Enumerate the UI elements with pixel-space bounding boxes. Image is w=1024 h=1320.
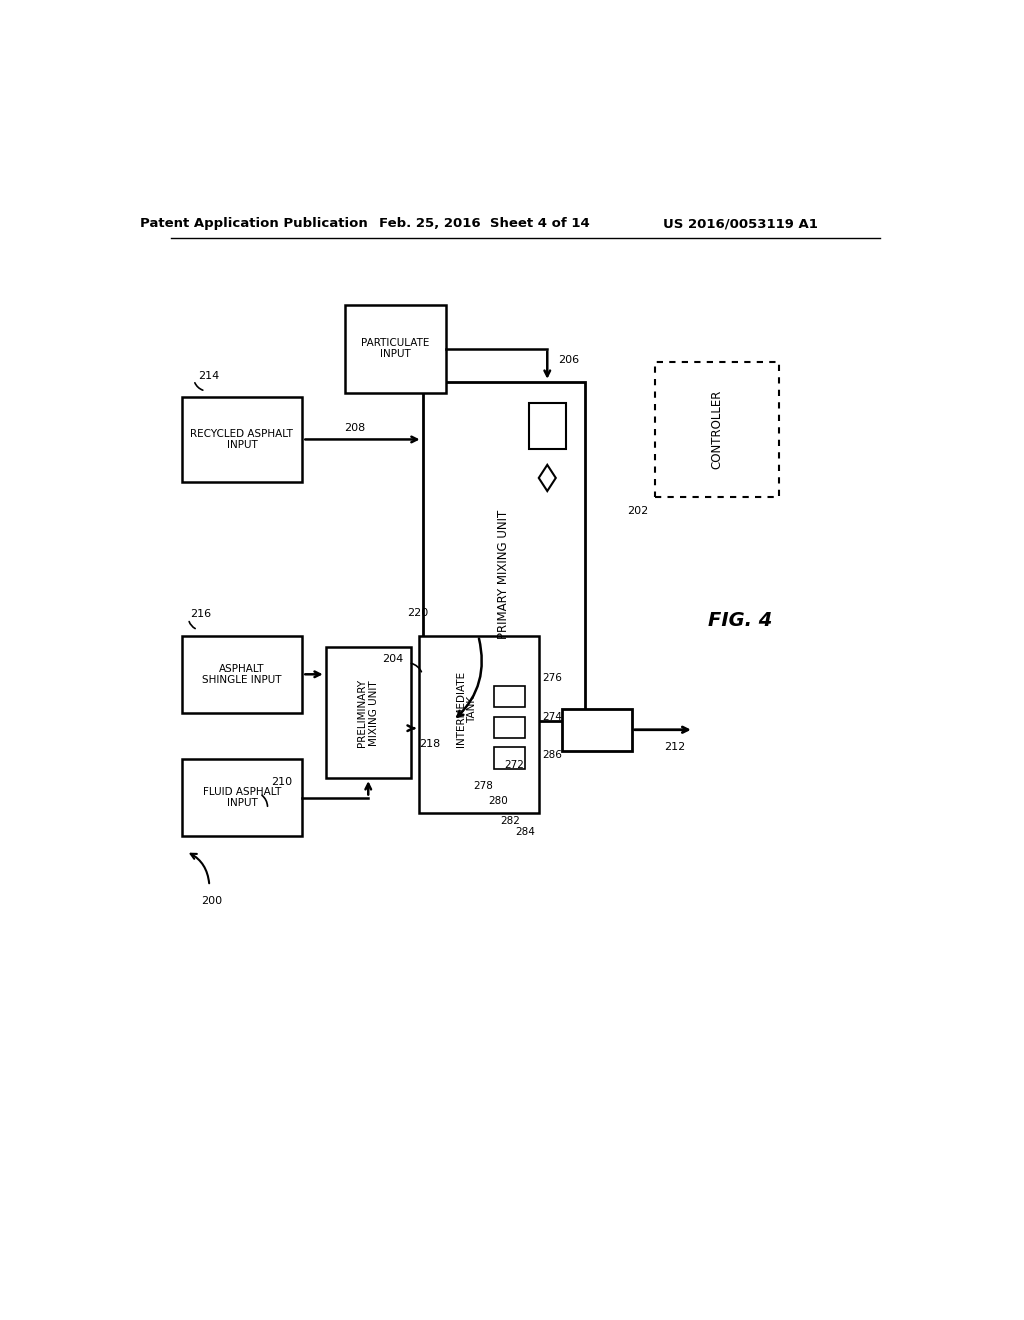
Text: INTERMEDIATE
TANK: INTERMEDIATE TANK xyxy=(456,671,477,747)
Text: 204: 204 xyxy=(382,653,403,664)
Text: 278: 278 xyxy=(473,781,493,791)
Text: Feb. 25, 2016  Sheet 4 of 14: Feb. 25, 2016 Sheet 4 of 14 xyxy=(379,218,590,231)
Text: 218: 218 xyxy=(420,739,441,748)
Text: PARTICULATE
INPUT: PARTICULATE INPUT xyxy=(361,338,429,359)
Text: FIG. 4: FIG. 4 xyxy=(708,611,772,630)
Bar xyxy=(423,381,586,721)
Text: ASPHALT
SHINGLE INPUT: ASPHALT SHINGLE INPUT xyxy=(202,664,282,685)
Bar xyxy=(345,305,445,393)
Bar xyxy=(182,636,302,713)
Bar xyxy=(529,404,566,449)
Text: 276: 276 xyxy=(543,673,562,684)
Text: 202: 202 xyxy=(628,506,649,516)
Bar xyxy=(655,363,779,498)
Text: 206: 206 xyxy=(558,355,580,366)
Text: 220: 220 xyxy=(407,607,428,618)
Text: 216: 216 xyxy=(190,610,211,619)
Text: 272: 272 xyxy=(504,760,523,770)
Text: 212: 212 xyxy=(664,742,685,751)
Text: 280: 280 xyxy=(488,796,508,807)
Text: 208: 208 xyxy=(344,422,365,433)
Text: 200: 200 xyxy=(202,896,223,907)
Text: PRIMARY MIXING UNIT: PRIMARY MIXING UNIT xyxy=(498,510,510,639)
Bar xyxy=(562,709,632,751)
Text: PRELIMINARY
MIXING UNIT: PRELIMINARY MIXING UNIT xyxy=(357,678,379,747)
Text: 284: 284 xyxy=(515,828,536,837)
Text: 286: 286 xyxy=(543,750,562,760)
Text: 214: 214 xyxy=(198,371,219,380)
Text: Patent Application Publication: Patent Application Publication xyxy=(140,218,369,231)
Text: 210: 210 xyxy=(271,777,293,787)
Text: CONTROLLER: CONTROLLER xyxy=(711,389,724,469)
Text: US 2016/0053119 A1: US 2016/0053119 A1 xyxy=(663,218,818,231)
Bar xyxy=(326,647,411,779)
Text: RECYCLED ASPHALT
INPUT: RECYCLED ASPHALT INPUT xyxy=(190,429,293,450)
Bar xyxy=(419,636,539,813)
Bar xyxy=(494,686,524,708)
Bar xyxy=(182,759,302,836)
Text: 274: 274 xyxy=(543,711,562,722)
Text: FLUID ASPHALT
INPUT: FLUID ASPHALT INPUT xyxy=(203,787,282,808)
Text: 282: 282 xyxy=(500,816,520,825)
Bar xyxy=(494,747,524,770)
Bar xyxy=(494,717,524,738)
Bar xyxy=(182,397,302,482)
